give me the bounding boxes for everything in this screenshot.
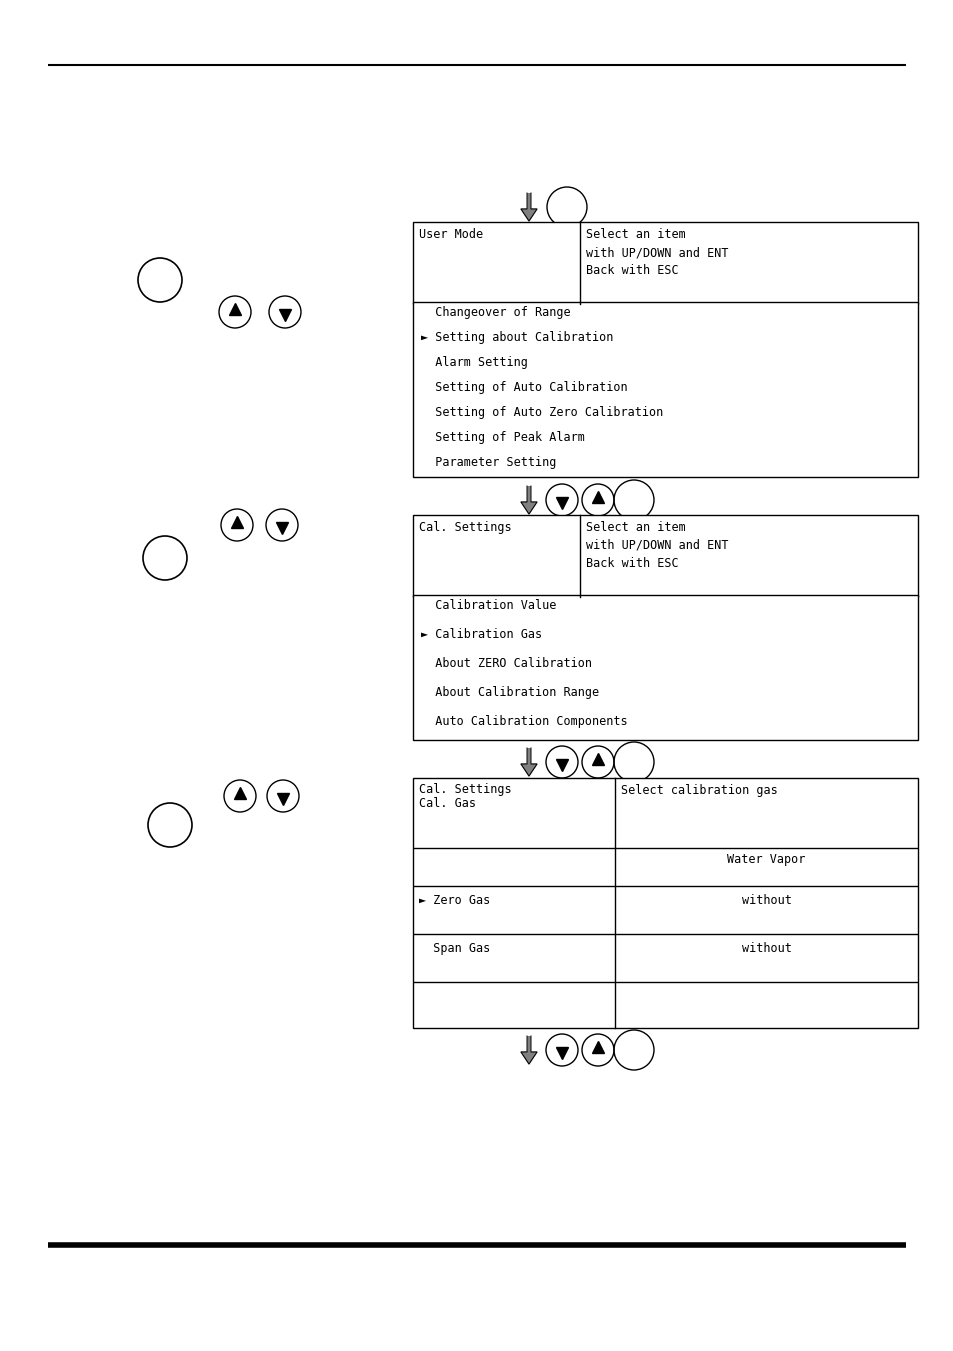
Text: ► Setting about Calibration: ► Setting about Calibration bbox=[420, 331, 613, 345]
Text: Span Gas: Span Gas bbox=[418, 942, 490, 955]
Text: Calibration Value: Calibration Value bbox=[420, 598, 556, 612]
Text: User Mode: User Mode bbox=[418, 228, 482, 240]
Bar bbox=[413, 303, 917, 477]
Text: Select an item
with UP/DOWN and ENT
Back with ESC: Select an item with UP/DOWN and ENT Back… bbox=[585, 521, 727, 570]
Text: About ZERO Calibration: About ZERO Calibration bbox=[420, 657, 592, 670]
Text: Alarm Setting: Alarm Setting bbox=[420, 357, 527, 369]
Text: Select an item
with UP/DOWN and ENT
Back with ESC: Select an item with UP/DOWN and ENT Back… bbox=[585, 228, 727, 277]
Text: Setting of Auto Zero Calibration: Setting of Auto Zero Calibration bbox=[420, 407, 662, 419]
Text: Cal. Gas: Cal. Gas bbox=[418, 797, 476, 809]
Bar bbox=[413, 594, 917, 740]
Bar bbox=[413, 778, 917, 1028]
Text: without: without bbox=[740, 942, 791, 955]
Text: without: without bbox=[740, 894, 791, 907]
Text: Water Vapor: Water Vapor bbox=[726, 852, 805, 866]
Text: Setting of Auto Calibration: Setting of Auto Calibration bbox=[420, 381, 627, 394]
Text: Parameter Setting: Parameter Setting bbox=[420, 457, 556, 469]
Text: ► Zero Gas: ► Zero Gas bbox=[418, 894, 490, 907]
Text: Changeover of Range: Changeover of Range bbox=[420, 305, 570, 319]
Text: Cal. Settings: Cal. Settings bbox=[418, 784, 511, 796]
Polygon shape bbox=[520, 209, 537, 222]
Polygon shape bbox=[520, 765, 537, 775]
Bar bbox=[413, 515, 917, 597]
Text: Setting of Peak Alarm: Setting of Peak Alarm bbox=[420, 431, 584, 444]
Bar bbox=[413, 222, 917, 304]
Text: Cal. Settings: Cal. Settings bbox=[418, 521, 511, 534]
Polygon shape bbox=[520, 1052, 537, 1065]
Text: Auto Calibration Components: Auto Calibration Components bbox=[420, 715, 627, 728]
Text: Select calibration gas: Select calibration gas bbox=[620, 784, 777, 797]
Text: About Calibration Range: About Calibration Range bbox=[420, 686, 598, 698]
Polygon shape bbox=[520, 503, 537, 513]
Text: ► Calibration Gas: ► Calibration Gas bbox=[420, 628, 541, 640]
